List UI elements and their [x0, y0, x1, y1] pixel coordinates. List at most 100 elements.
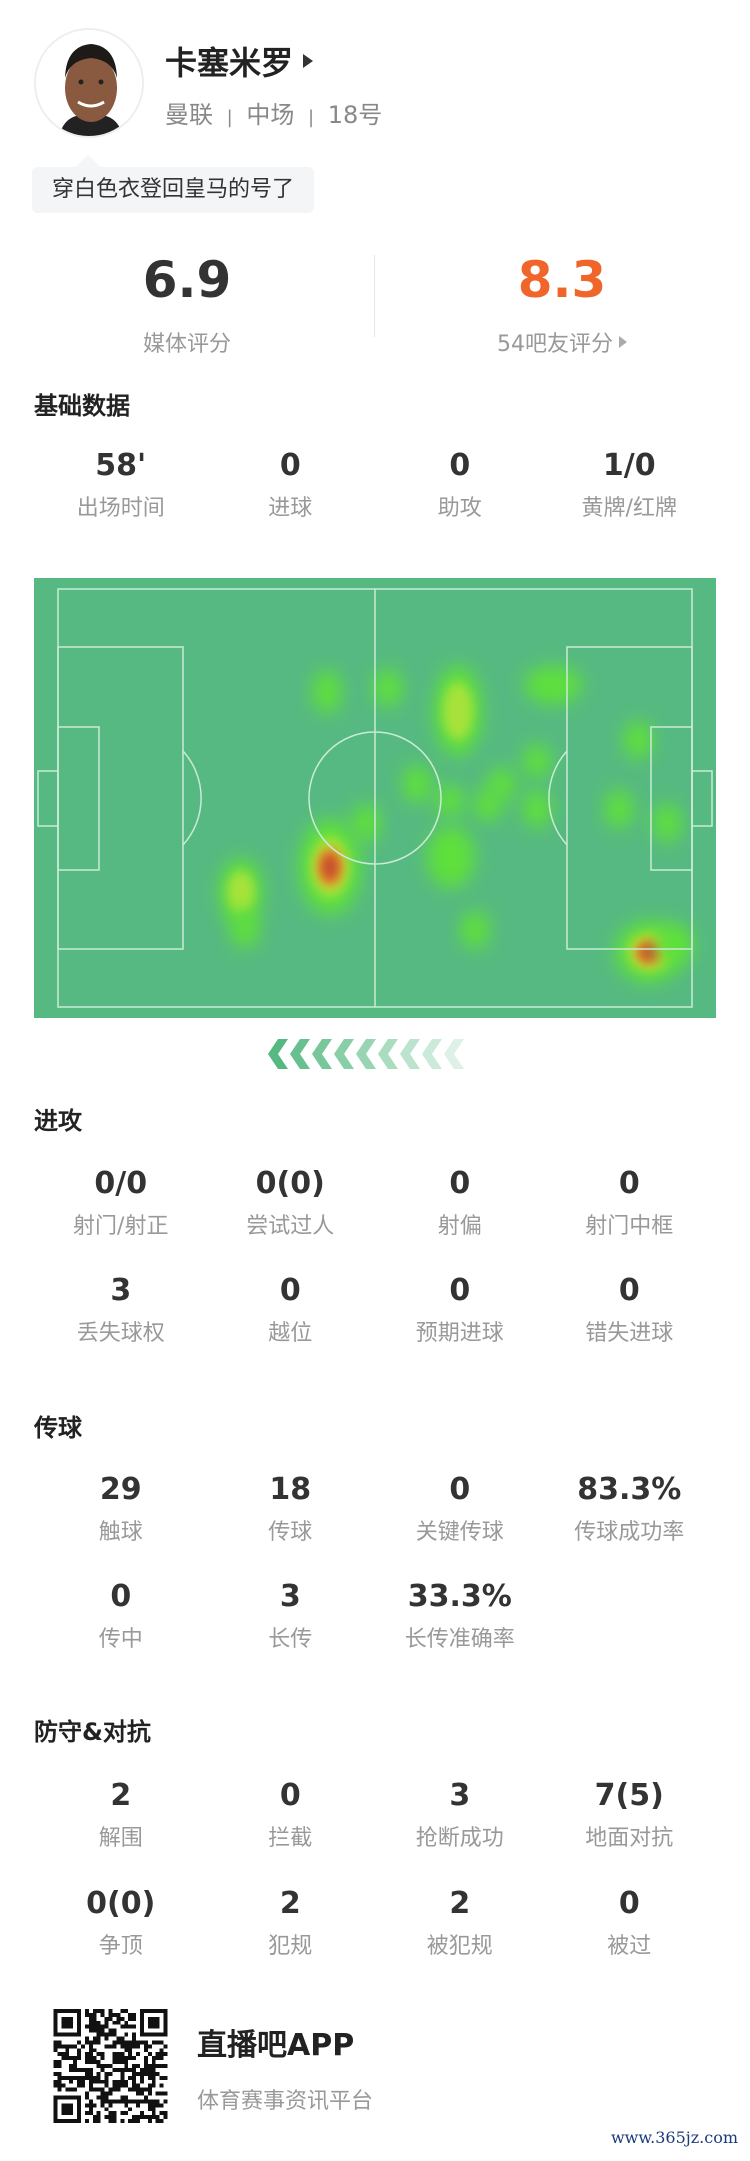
- team-name: 曼联: [165, 101, 213, 129]
- attack-direction-indicator: [268, 1039, 464, 1069]
- fan-rating-label: 54吧友评分: [497, 332, 613, 357]
- media-rating-label: 媒体评分: [142, 332, 231, 357]
- chevron-left-icon: [444, 1039, 464, 1069]
- chevron-left-icon: [400, 1039, 420, 1069]
- heat-spot: [443, 682, 473, 740]
- chevron-left-icon: [290, 1039, 310, 1069]
- stat-label: 地面对抗: [585, 1826, 674, 1851]
- stat-item: 2 解围: [36, 1778, 206, 1852]
- player-name: 卡塞米罗: [165, 44, 294, 82]
- heat-spot: [654, 924, 694, 964]
- heat-spot: [435, 784, 465, 818]
- chevron-left-icon: [334, 1039, 354, 1069]
- stat-value: 2: [449, 1886, 471, 1921]
- player-meta: 曼联 | 中场 | 18号: [165, 95, 382, 130]
- stat-item: 2 犯规: [206, 1886, 376, 1960]
- stat-value: 0: [110, 1579, 132, 1614]
- stat-value: 29: [99, 1472, 142, 1507]
- stat-value: 3: [449, 1778, 471, 1813]
- stat-value: 83.3%: [577, 1472, 682, 1507]
- stat-label: 射门中框: [585, 1214, 674, 1239]
- stat-item: 0 关键传球: [375, 1472, 545, 1546]
- defense-row-2: 0(0) 争顶 2 犯规 2 被犯规 0 被过: [0, 1886, 750, 1960]
- stat-value: 0: [279, 1778, 301, 1813]
- stat-item: 29 触球: [36, 1472, 206, 1546]
- player-name-link[interactable]: 卡塞米罗: [165, 38, 314, 84]
- stat-label: 错失进球: [585, 1321, 674, 1346]
- qr-code[interactable]: [52, 2009, 169, 2123]
- shirt-number: 18号: [327, 101, 383, 129]
- stat-label: 被犯规: [426, 1934, 493, 1959]
- heat-spot: [312, 670, 342, 714]
- stat-item: 33.3% 长传准确率: [375, 1579, 545, 1653]
- stat-value: 0(0): [255, 1166, 325, 1201]
- defense-row-1: 2 解围 0 拦截 3 抢断成功 7(5) 地面对抗: [0, 1778, 750, 1852]
- heat-spot: [604, 789, 634, 829]
- stat-value: 33.3%: [407, 1579, 512, 1614]
- chevron-left-icon: [268, 1039, 288, 1069]
- stat-value: 2: [279, 1886, 301, 1921]
- stat-label: 预期进球: [415, 1321, 504, 1346]
- stat-item: 0(0) 争顶: [36, 1886, 206, 1960]
- heat-spot: [522, 744, 552, 778]
- attack-row-1: 0/0 射门/射正 0(0) 尝试过人 0 射偏 0 射门中框: [0, 1166, 750, 1240]
- stat-label: 抢断成功: [415, 1826, 504, 1851]
- caret-right-icon: [619, 336, 627, 348]
- heat-spot: [402, 764, 432, 804]
- stat-value: 3: [110, 1273, 132, 1308]
- section-title-passing: 传球: [34, 1414, 82, 1442]
- section-title-attack: 进攻: [34, 1107, 82, 1135]
- stat-label: 助攻: [437, 496, 482, 521]
- watermark: www.365jz.com: [610, 2128, 738, 2147]
- stat-item: 3 丢失球权: [36, 1273, 206, 1347]
- chevron-left-icon: [312, 1039, 332, 1069]
- stat-item: 2 被犯规: [375, 1886, 545, 1960]
- heat-spot: [652, 803, 682, 843]
- stat-item: 7(5) 地面对抗: [545, 1778, 715, 1852]
- stat-item: 0 越位: [206, 1273, 376, 1347]
- stat-item: 83.3% 传球成功率: [545, 1472, 715, 1546]
- fan-rating[interactable]: 8.3 54吧友评分: [375, 252, 749, 358]
- media-rating: 6.9 媒体评分: [0, 252, 374, 358]
- stat-label: 黄牌/红牌: [581, 496, 677, 521]
- app-name: 直播吧APP: [197, 2028, 355, 2063]
- section-title-defense: 防守&对抗: [34, 1718, 151, 1746]
- stat-label: 犯规: [268, 1934, 313, 1959]
- separator: |: [308, 107, 315, 128]
- section-title-basic: 基础数据: [34, 392, 130, 420]
- heat-spot: [487, 767, 517, 801]
- separator: |: [226, 107, 233, 128]
- stat-value: 0: [618, 1273, 640, 1308]
- chevron-left-icon: [422, 1039, 442, 1069]
- stat-label: 射门/射正: [73, 1214, 169, 1239]
- pitch-lines: [37, 588, 713, 1008]
- heat-spot: [227, 871, 255, 913]
- stat-value: 0(0): [86, 1886, 156, 1921]
- stat-value: 0: [449, 1472, 471, 1507]
- caret-right-icon: [303, 54, 314, 68]
- stat-value: 0: [449, 448, 471, 483]
- chevron-left-icon: [356, 1039, 376, 1069]
- player-avatar[interactable]: [34, 28, 144, 138]
- heatmap-layer: [219, 665, 694, 984]
- stat-label: 被过: [607, 1934, 652, 1959]
- stat-item: 0 拦截: [206, 1778, 376, 1852]
- stat-label: 解围: [98, 1826, 143, 1851]
- heat-spot: [623, 720, 653, 760]
- stat-value: 58': [95, 448, 147, 483]
- stat-item: 0 助攻: [375, 448, 545, 522]
- stat-label: 射偏: [437, 1214, 482, 1239]
- heat-spot: [427, 825, 475, 889]
- heat-spot: [524, 665, 582, 705]
- stat-item: 3 长传: [206, 1579, 376, 1653]
- stat-item: 0 进球: [206, 448, 376, 522]
- stat-item: 0 传中: [36, 1579, 206, 1653]
- stat-value: 7(5): [594, 1778, 664, 1813]
- stat-item: 0 射门中框: [545, 1166, 715, 1240]
- stat-item: 0 被过: [545, 1886, 715, 1960]
- fan-rating-value: 8.3: [517, 251, 607, 309]
- heatmap-pitch: [34, 578, 716, 1018]
- stat-value: 0: [279, 1273, 301, 1308]
- comment-bubble: 穿白色衣登回皇马的号了: [32, 155, 315, 213]
- heat-spot: [639, 942, 659, 962]
